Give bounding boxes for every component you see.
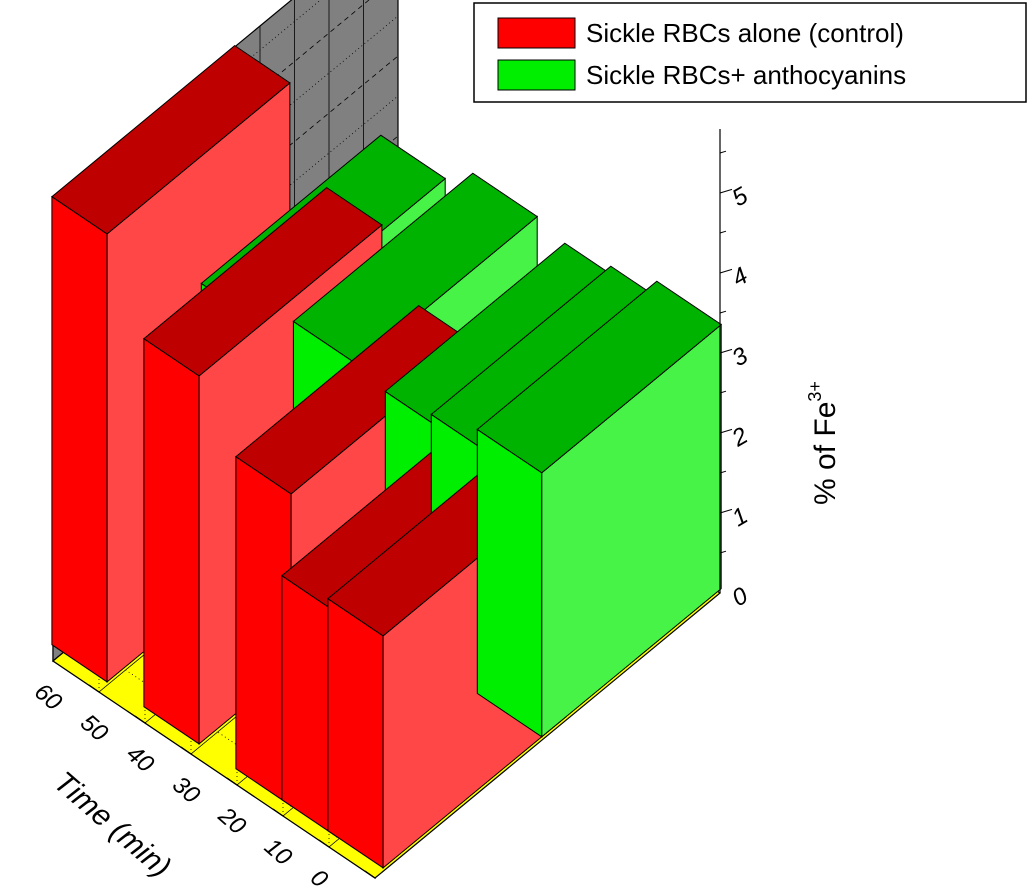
bar-top-face bbox=[143, 186, 383, 377]
value-grid-line bbox=[52, 95, 399, 382]
bar-anthocyanins-0 bbox=[476, 280, 723, 738]
value-tick-label: 4 bbox=[728, 262, 753, 292]
value-tick bbox=[719, 428, 733, 434]
time-tick-label: 10 bbox=[259, 833, 297, 871]
bar-side-face bbox=[143, 337, 200, 745]
time-tick-label: 40 bbox=[121, 740, 159, 778]
value-tick-label: 5 bbox=[728, 182, 754, 212]
bar-top-face bbox=[51, 44, 291, 235]
value-tick bbox=[719, 348, 733, 354]
legend: Sickle RBCs alone (control) Sickle RBCs+… bbox=[473, 2, 1027, 103]
time-tick bbox=[88, 684, 100, 693]
time-tick bbox=[134, 715, 146, 724]
value-tick bbox=[719, 390, 727, 394]
time-tick bbox=[318, 839, 330, 848]
value-grid-line bbox=[52, 15, 399, 302]
y-axis-title: % of Fe3+ bbox=[805, 381, 842, 505]
time-tick-label: 60 bbox=[29, 678, 67, 716]
value-tick bbox=[719, 508, 733, 514]
time-tick-label: 30 bbox=[167, 771, 205, 809]
time-tick-label: 0 bbox=[305, 864, 333, 894]
time-tick-label: 20 bbox=[212, 801, 251, 840]
value-tick bbox=[719, 310, 727, 314]
time-tick bbox=[272, 808, 284, 817]
legend-label-anthocyanins: Sickle RBCs+ anthocyanins bbox=[586, 60, 906, 90]
time-tick bbox=[364, 870, 376, 879]
legend-label-control: Sickle RBCs alone (control) bbox=[586, 18, 904, 48]
time-tick-label: 50 bbox=[75, 709, 113, 747]
time-tick bbox=[180, 746, 192, 755]
bar-side-face bbox=[327, 597, 384, 869]
value-tick-label: 1 bbox=[728, 502, 753, 532]
value-tick-label: 0 bbox=[728, 582, 754, 612]
bar-side-face bbox=[51, 195, 108, 683]
value-tick bbox=[719, 268, 733, 274]
x-axis-title: Time (min) bbox=[47, 765, 177, 884]
time-tick bbox=[226, 777, 238, 786]
bar-side-face bbox=[476, 428, 543, 738]
chart-bars bbox=[51, 44, 723, 869]
value-tick bbox=[719, 150, 727, 154]
value-tick bbox=[719, 230, 727, 234]
value-tick bbox=[719, 188, 733, 194]
legend-swatch-control bbox=[497, 17, 576, 49]
value-tick bbox=[719, 470, 727, 474]
y-axis-title-text: % of Fe bbox=[809, 402, 842, 505]
value-tick-label: 2 bbox=[727, 422, 753, 453]
legend-swatch-anthocyanins bbox=[497, 59, 576, 91]
svg-text:% of Fe3+: % of Fe3+ bbox=[805, 381, 842, 505]
bar-top-face bbox=[476, 280, 723, 474]
bar-top-face bbox=[292, 172, 539, 366]
value-tick-label: 3 bbox=[728, 342, 754, 372]
value-tick bbox=[719, 550, 727, 554]
y-axis-title-superscript: 3+ bbox=[805, 381, 825, 402]
